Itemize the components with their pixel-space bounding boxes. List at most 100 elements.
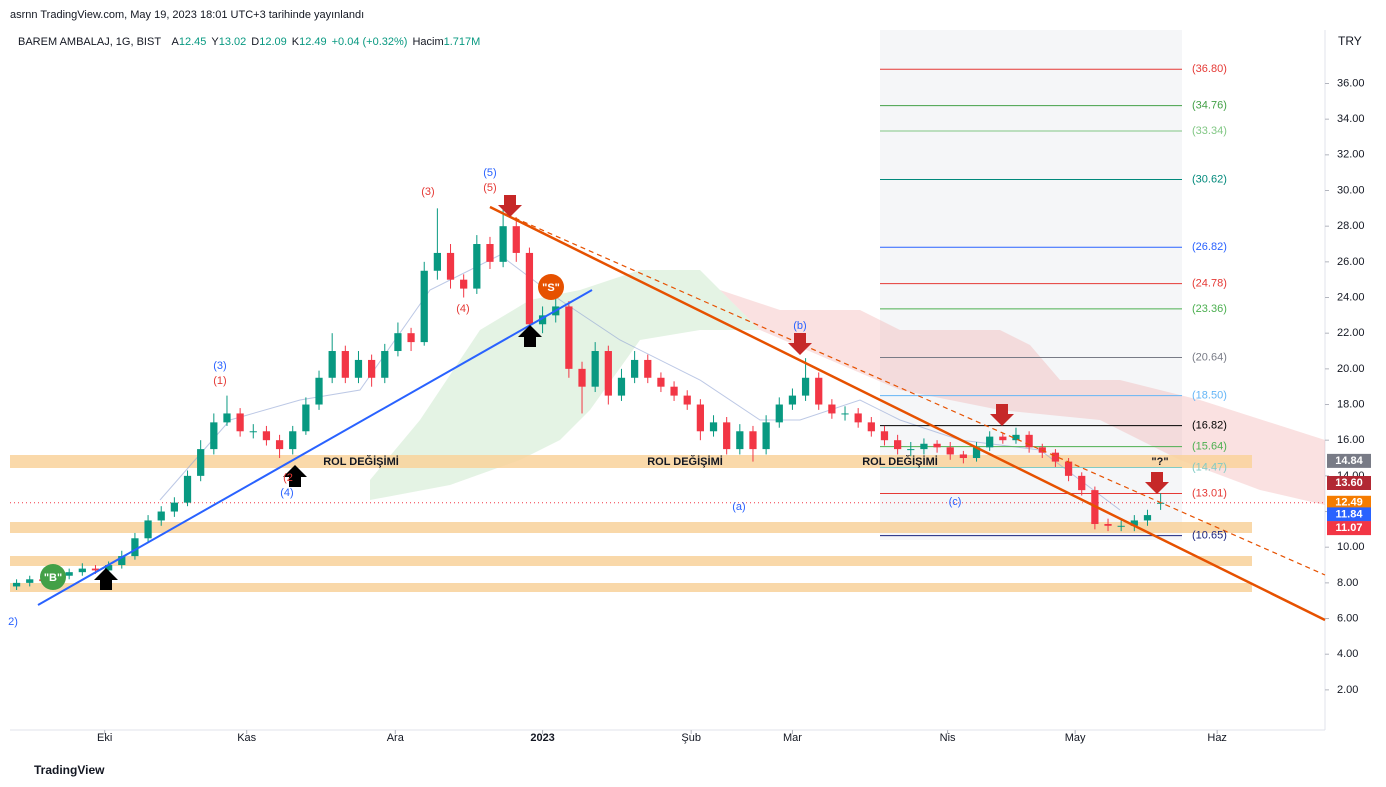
candle-body <box>828 404 836 414</box>
sell-badge <box>538 274 564 300</box>
candle-body <box>644 359 652 378</box>
trend-dashed <box>489 206 1326 576</box>
candle-body <box>972 447 981 459</box>
candle-body <box>762 422 770 450</box>
y-tick-label: 18.00 <box>1337 398 1365 410</box>
currency: TRY <box>1338 34 1362 48</box>
zone <box>10 455 1252 468</box>
candle-body <box>407 333 415 343</box>
candle-body <box>12 582 21 587</box>
x-tick-label: Kas <box>237 732 256 744</box>
candle-body <box>460 279 468 289</box>
candle-body <box>446 252 455 280</box>
candle-body <box>394 333 402 352</box>
y-tick-label: 26.00 <box>1337 256 1365 268</box>
candle-body <box>894 440 902 450</box>
candle-body <box>275 440 284 450</box>
y-tick-label: 28.00 <box>1337 220 1365 232</box>
zone <box>10 583 1252 592</box>
candle-body <box>1064 461 1073 476</box>
fib-label: (33.34) <box>1192 125 1227 137</box>
y-tick-label: 32.00 <box>1337 149 1365 161</box>
price-badge <box>1327 475 1371 490</box>
candle-body <box>1025 434 1033 448</box>
up-arrows <box>94 325 542 590</box>
candle-body <box>118 556 126 566</box>
candle-body <box>354 359 363 378</box>
candle-body <box>959 454 967 459</box>
x-tick-label: Mar <box>783 732 802 744</box>
trend-up <box>37 289 593 606</box>
y-tick-label: 34.00 <box>1337 113 1365 125</box>
buy-badge <box>40 564 66 590</box>
y-tick-label: 36.00 <box>1337 77 1365 89</box>
volume: 1.717M <box>443 36 481 48</box>
candle-body <box>1157 502 1165 504</box>
candle-body <box>1078 475 1086 491</box>
candle-body <box>368 359 376 378</box>
candle-body <box>302 404 310 432</box>
fib-label: (30.62) <box>1192 173 1227 185</box>
price-badge <box>1327 453 1371 468</box>
legend: BAREM AMBALAJ, 1G, BIST A12.45 Y13.02 D12.… <box>18 36 485 48</box>
brand: TradingView <box>34 763 105 777</box>
y-tick-label: 22.00 <box>1337 327 1365 339</box>
candle-body <box>591 351 599 387</box>
candle-body <box>867 422 875 432</box>
candle-body <box>420 270 428 343</box>
price-badge-label: 11.84 <box>1336 508 1364 520</box>
candle-body <box>1130 520 1138 526</box>
annotation: "B" <box>44 572 62 584</box>
fib-label: (10.65) <box>1192 530 1227 542</box>
zone <box>10 556 1252 566</box>
candle-body <box>26 579 34 583</box>
candle-body <box>157 511 165 521</box>
candle-body <box>907 449 915 451</box>
candle-body <box>723 422 731 450</box>
candle-body <box>788 395 797 405</box>
annotation: (a) <box>732 501 745 513</box>
fib-label: (18.50) <box>1192 390 1227 402</box>
y-tick-label: 20.00 <box>1337 363 1365 375</box>
annotation: (b) <box>793 320 806 332</box>
quote-label: A <box>171 36 179 48</box>
candle-body <box>670 386 678 396</box>
candle-body <box>946 447 954 455</box>
candle-body <box>617 377 626 396</box>
candle-body <box>78 568 86 573</box>
candle-body <box>815 377 823 405</box>
price-badge-label: 14.84 <box>1335 455 1363 467</box>
candle-body <box>933 443 941 448</box>
candle-body <box>381 351 389 378</box>
annotation: "?" <box>1151 456 1168 468</box>
candle-body <box>236 413 244 432</box>
candle-body <box>473 244 481 289</box>
price-badge <box>1327 495 1371 510</box>
candle-body <box>315 377 323 405</box>
fib-label: (34.76) <box>1192 100 1227 112</box>
quote-label: D <box>251 36 260 48</box>
candle-body <box>841 413 849 415</box>
annotation: (4) <box>280 487 293 499</box>
candle-body <box>999 436 1007 441</box>
candle-body <box>210 422 218 450</box>
fib-label: (20.64) <box>1192 351 1227 363</box>
footer: TradingView <box>34 763 104 777</box>
candle-body <box>578 368 586 387</box>
candle-body <box>1051 452 1060 462</box>
arrow <box>990 404 1014 426</box>
annotation: (4) <box>456 303 469 315</box>
y-tick-label: 4.00 <box>1337 648 1358 660</box>
y-tick-label: 6.00 <box>1337 612 1358 624</box>
candle-body <box>499 226 507 262</box>
arrow <box>498 195 522 217</box>
quote-value: 13.02 <box>218 36 247 48</box>
quote-value: 12.45 <box>178 36 207 48</box>
candle-body <box>538 315 547 325</box>
candle-body <box>183 475 192 503</box>
cloud-red <box>720 290 1325 505</box>
y-tick-label: 10.00 <box>1337 541 1365 553</box>
price-badge-label: 12.49 <box>1335 497 1363 509</box>
candle-body <box>131 538 139 557</box>
